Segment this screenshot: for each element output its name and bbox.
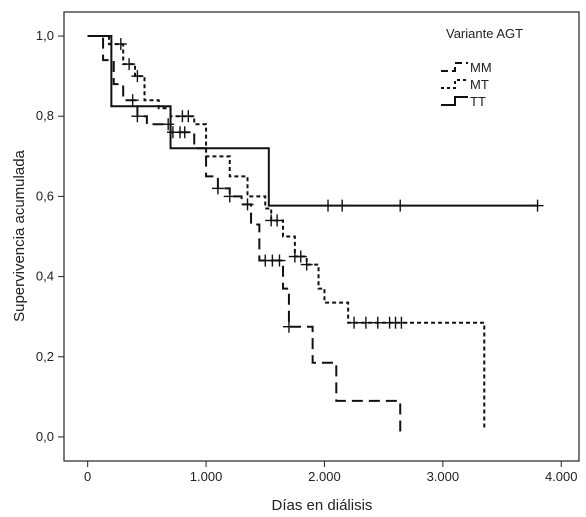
- plot-frame: [63, 11, 580, 462]
- x-tick-label: 2.000: [308, 469, 341, 484]
- series-mt: [87, 35, 486, 429]
- x-tick-label: 1.000: [190, 469, 223, 484]
- axis-ticks: 0 1.000 2.000 3.000 4.000 0,0 0,2 0,4 0,6 0,8 1,0: [36, 28, 578, 484]
- x-tick-label: 0: [84, 469, 91, 484]
- curve-tt: [87, 35, 538, 207]
- legend-label-tt: TT: [470, 94, 486, 109]
- legend-swatch-tt: [441, 96, 468, 106]
- x-axis-title: Días en diálisis: [272, 497, 373, 514]
- legend-title: Variante AGT: [446, 26, 523, 41]
- legend-swatch-mt: [441, 79, 468, 89]
- curve-mm: [87, 35, 402, 437]
- y-tick-label: 0,2: [36, 349, 54, 364]
- y-tick-label: 0,6: [36, 188, 54, 203]
- legend-entries: MM MT TT: [441, 60, 492, 109]
- y-tick-label: 1,0: [36, 28, 54, 43]
- x-tick-label: 3.000: [427, 469, 460, 484]
- y-axis-title: Supervivencia acumulada: [11, 149, 28, 321]
- series-mm: [87, 35, 402, 437]
- legend-label-mt: MT: [470, 77, 489, 92]
- legend-label-mm: MM: [470, 60, 492, 75]
- series-layer: [87, 35, 544, 437]
- y-tick-label: 0,0: [36, 429, 54, 444]
- curve-mt: [87, 35, 486, 429]
- legend: Variante AGT MM MT TT: [441, 26, 523, 109]
- y-tick-label: 0,4: [36, 269, 54, 284]
- series-tt: [87, 35, 544, 212]
- y-tick-label: 0,8: [36, 108, 54, 123]
- legend-swatch-mm: [441, 62, 468, 72]
- x-tick-label: 4.000: [545, 469, 578, 484]
